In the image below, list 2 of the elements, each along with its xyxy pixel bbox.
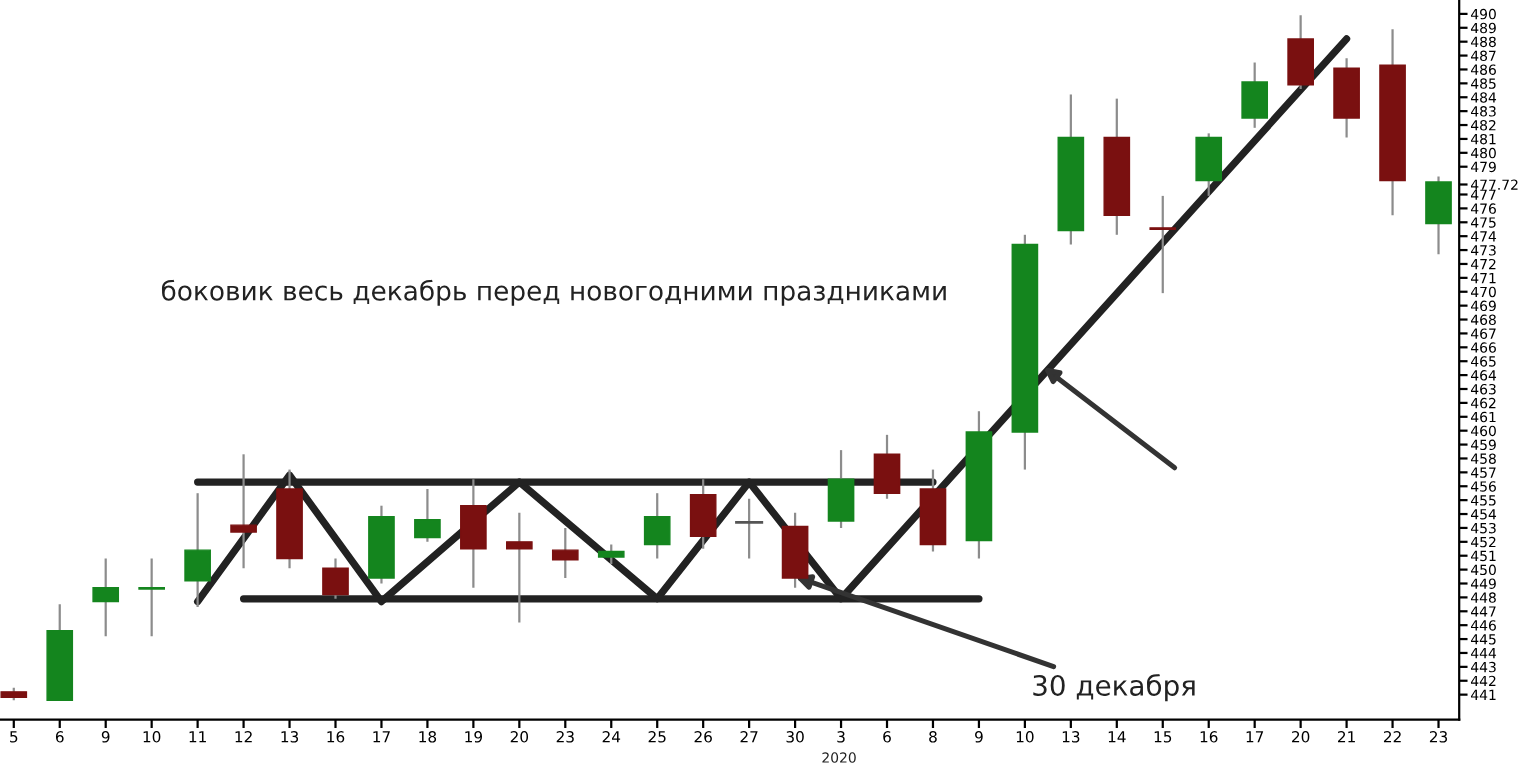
annotation: 30 декабря bbox=[1033, 673, 1195, 702]
annotation: боковик весь декабрь перед новогодними праздниками bbox=[161, 279, 946, 306]
